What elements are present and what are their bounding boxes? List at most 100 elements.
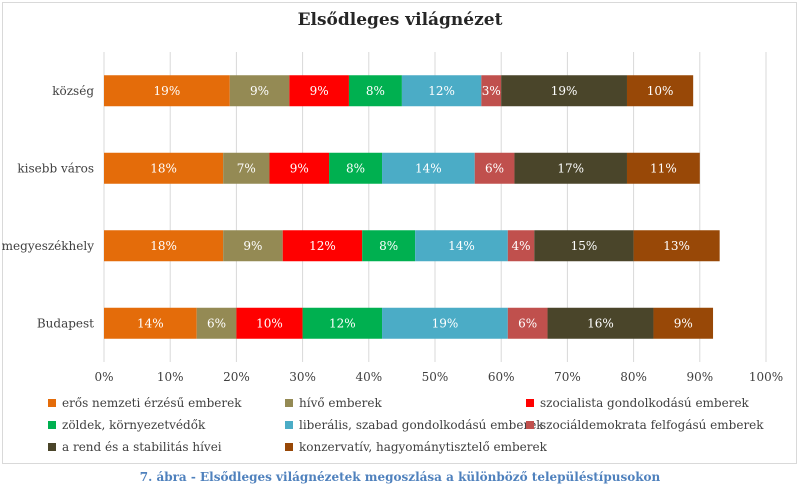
data-label: 3% (482, 84, 501, 98)
bar-segment (229, 75, 290, 107)
category-label: Budapest (37, 316, 94, 330)
x-tick-label: 10% (157, 370, 184, 384)
category-label: megyeszékhely (2, 239, 95, 253)
data-label: 10% (647, 84, 674, 98)
bar-segment (501, 75, 627, 107)
legend-label: szociáldemokrata felfogású emberek (540, 418, 764, 432)
data-label: 11% (650, 161, 677, 175)
bar-segment (104, 230, 224, 262)
data-label: 18% (150, 239, 177, 253)
legend-swatch (526, 421, 534, 429)
data-label: 7% (237, 161, 256, 175)
legend-item: zöldek, környezetvédők (48, 416, 285, 434)
bar-segment (196, 307, 237, 339)
legend-item: konzervatív, hagyománytisztelő emberek (285, 438, 547, 456)
legend-label: liberális, szabad gondolkodású emberek (299, 418, 544, 432)
data-label: 13% (663, 239, 690, 253)
data-label: 6% (518, 316, 537, 330)
bar-segment (329, 152, 383, 184)
data-label: 9% (310, 84, 329, 98)
bar-segment (269, 152, 330, 184)
legend-swatch (285, 399, 293, 407)
bar-segment (401, 75, 482, 107)
x-tick-label: 60% (488, 370, 515, 384)
bar-segment (626, 152, 700, 184)
bar-segment (302, 307, 383, 339)
x-tick-label: 50% (422, 370, 449, 384)
bar-segment (633, 230, 720, 262)
x-tick-label: 0% (94, 370, 113, 384)
data-label: 9% (243, 239, 262, 253)
data-label: 14% (448, 239, 475, 253)
data-label: 14% (415, 161, 442, 175)
legend-label: erős nemzeti érzésű emberek (62, 396, 242, 410)
legend-swatch (48, 443, 56, 451)
legend-swatch (285, 443, 293, 451)
data-label: 19% (432, 316, 459, 330)
legend-label: konzervatív, hagyománytisztelő emberek (299, 440, 547, 454)
chart-title: Elsődleges világnézet (297, 10, 503, 30)
bar-segment (474, 152, 515, 184)
legend-swatch (526, 399, 534, 407)
bar-segment (507, 307, 548, 339)
legend-label: hívő emberek (299, 396, 382, 410)
bar-segment (362, 230, 416, 262)
data-label: 8% (379, 239, 398, 253)
bar-segment (236, 307, 303, 339)
legend-label: a rend és a stabilitás hívei (62, 440, 222, 454)
bar-segment (547, 307, 654, 339)
bar-segment (382, 307, 508, 339)
data-label: 12% (329, 316, 356, 330)
figure-caption: 7. ábra - Elsődleges világnézetek megosz… (139, 470, 661, 484)
legend-item: szocialista gondolkodású emberek (526, 394, 768, 412)
bar-segment (481, 75, 502, 107)
data-label: 19% (551, 84, 578, 98)
bar-segment (653, 307, 714, 339)
x-tick-label: 30% (289, 370, 316, 384)
data-label: 8% (346, 161, 365, 175)
data-label: 9% (290, 161, 309, 175)
data-label: 8% (366, 84, 385, 98)
data-label: 6% (207, 316, 226, 330)
data-label: 14% (137, 316, 164, 330)
x-tick-label: 90% (686, 370, 713, 384)
bar-segment (507, 230, 535, 262)
bar-segment (282, 230, 363, 262)
data-label: 12% (428, 84, 455, 98)
x-tick-label: 20% (223, 370, 250, 384)
bar-segment (348, 75, 402, 107)
x-tick-label: 40% (355, 370, 382, 384)
legend-item: liberális, szabad gondolkodású emberek (285, 416, 544, 434)
legend-label: szocialista gondolkodású emberek (540, 396, 749, 410)
data-label: 9% (250, 84, 269, 98)
data-label: 17% (557, 161, 584, 175)
bar-segment (104, 75, 230, 107)
x-tick-label: 70% (554, 370, 581, 384)
data-label: 18% (150, 161, 177, 175)
chart-legend: erős nemzeti érzésű emberek hívő emberek s… (48, 394, 768, 456)
legend-item: erős nemzeti érzésű emberek (48, 394, 285, 412)
bar-segment (289, 75, 349, 107)
legend-swatch (48, 399, 56, 407)
bar-segment (382, 152, 475, 184)
bar-segment (104, 307, 197, 339)
x-tick-label: 80% (620, 370, 647, 384)
bar-segment (626, 75, 694, 107)
data-label: 9% (674, 316, 693, 330)
data-label: 4% (512, 239, 531, 253)
legend-swatch (285, 421, 293, 429)
bar-segment (534, 230, 634, 262)
bar-segment (223, 152, 270, 184)
bar-segment (415, 230, 508, 262)
data-label: 10% (256, 316, 283, 330)
legend-item: hívő emberek (285, 394, 526, 412)
data-label: 19% (154, 84, 181, 98)
bar-chart: 0% 10% 20% 30% 40% 50% 60% 70% 80% 90% 100% község 1… (2, 52, 783, 384)
bar-segment (104, 152, 224, 184)
bar-segment (514, 152, 627, 184)
legend-label: zöldek, környezetvédők (62, 418, 206, 432)
category-label: kisebb város (17, 161, 94, 175)
x-tick-label: 100% (749, 370, 783, 384)
bar-segment (223, 230, 283, 262)
data-label: 16% (587, 316, 614, 330)
